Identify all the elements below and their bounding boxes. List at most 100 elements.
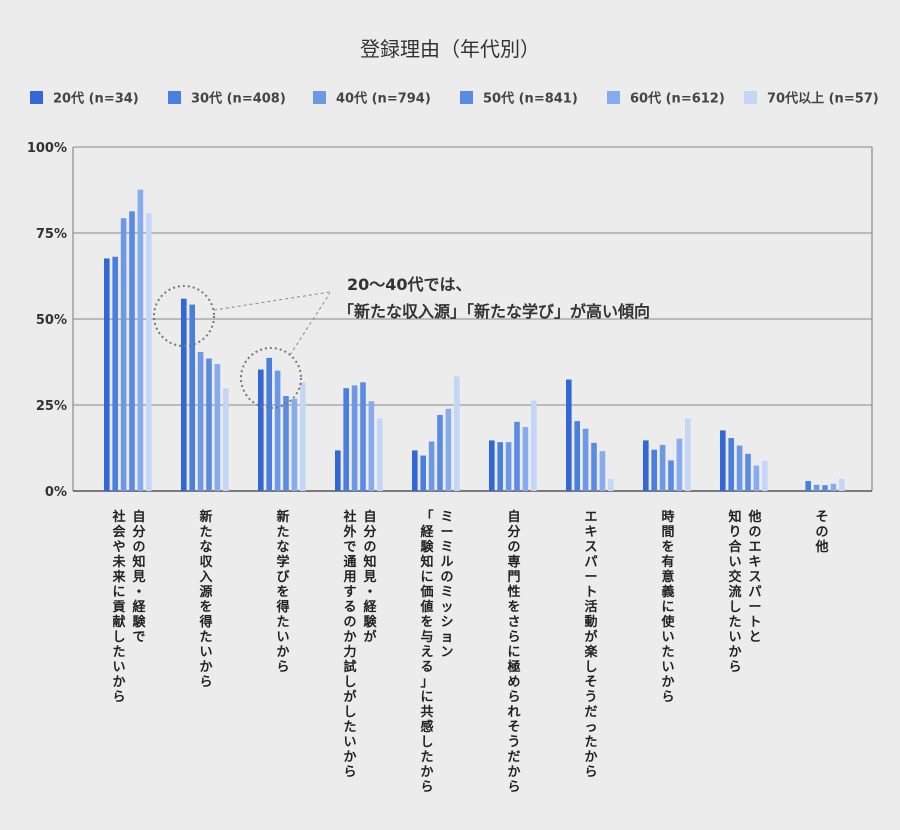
bar (146, 213, 152, 491)
x-tick-label: 他のエキスパートと (747, 509, 761, 645)
bar (189, 304, 195, 491)
bar (335, 450, 341, 491)
y-tick-label: 75% (36, 227, 67, 242)
bar (368, 401, 375, 491)
bar (608, 478, 614, 491)
bar (343, 388, 349, 491)
legend-swatch (460, 91, 473, 104)
bar (258, 369, 264, 491)
chart-title: 登録理由（年代別） (360, 37, 540, 61)
bar (129, 211, 135, 491)
legend-swatch (313, 91, 326, 104)
bar (283, 396, 289, 491)
bar (839, 478, 845, 491)
legend-label: 20代 (n=34) (53, 91, 139, 107)
bar (599, 451, 606, 491)
bar (668, 460, 674, 491)
x-tick-label: 社会や未来に貢献したいから (111, 509, 126, 705)
bar (830, 483, 837, 491)
bar (813, 484, 820, 491)
legend-label: 50代 (n=841) (483, 91, 578, 107)
bar (745, 453, 751, 491)
bar (112, 256, 118, 491)
bar (720, 430, 726, 491)
y-tick-label: 25% (36, 399, 67, 414)
bar (454, 376, 460, 491)
y-tick-label: 0% (45, 485, 67, 500)
bar (428, 441, 435, 491)
bar (266, 357, 272, 491)
chart-legend: 20代 (n=34) 30代 (n=408) 40代 (n=794) 50代 (n=8… (30, 91, 879, 107)
bar (651, 449, 657, 491)
bar (412, 450, 418, 491)
bar (377, 418, 383, 491)
legend-swatch (607, 91, 620, 104)
bar (582, 428, 589, 491)
bar (181, 298, 187, 491)
x-tick-label: 自分の知見・経験が (362, 509, 377, 645)
bar (223, 388, 229, 491)
legend-swatch (744, 91, 757, 104)
bar (514, 421, 520, 491)
legend-label: 40代 (n=794) (336, 91, 431, 107)
bar (197, 352, 204, 491)
annotation-text: 20〜40代では、 (347, 275, 472, 294)
bar (505, 442, 512, 491)
legend-label: 60代 (n=612) (630, 91, 725, 107)
bar (822, 485, 828, 491)
x-tick-label: エキスパート活動が楽しそうだったから (583, 510, 598, 780)
y-tick-label: 50% (36, 313, 67, 328)
x-tick-label: 新たな収入源を得たいから (198, 509, 213, 690)
annotation: 20〜40代では、「新たな収入源」「新たな学び」が高い傾向 (153, 275, 650, 409)
x-tick-label: 新たな学びを得たいから (275, 509, 290, 675)
bar (531, 400, 537, 491)
bar (137, 189, 144, 491)
bar (120, 218, 127, 491)
bar (728, 438, 734, 491)
bar (489, 440, 495, 491)
bar (805, 481, 811, 491)
x-tick-label: 社外で通用するのか力試しがしたいから (342, 509, 356, 780)
bar (753, 465, 760, 491)
bar (300, 382, 306, 491)
bar (685, 418, 691, 491)
legend-label: 70代以上 (n=57) (767, 91, 879, 107)
highlight-circle (240, 347, 302, 409)
x-tick-label: 「経験知に価値を与える」に共感したから (419, 509, 434, 795)
annotation-leader-line (289, 292, 331, 356)
x-tick-label: その他 (814, 510, 828, 555)
bar (104, 258, 110, 491)
bar (497, 442, 503, 491)
x-tick-label: 時間を有意義に使いたいから (660, 509, 675, 705)
legend-swatch (168, 91, 181, 104)
x-tick-label: 自分の専門性をさらに極められそうだから (506, 509, 520, 795)
bar (676, 438, 683, 491)
annotation-leader-line (213, 291, 331, 311)
x-tick-label: 自分の知見・経験で (131, 509, 146, 645)
bar (214, 364, 221, 491)
bar (574, 421, 580, 491)
bar (206, 358, 212, 491)
y-tick-label: 100% (27, 141, 67, 156)
bar (762, 460, 768, 491)
bar (659, 444, 666, 491)
legend-label: 30代 (n=408) (191, 91, 286, 107)
bar (566, 379, 572, 491)
bar (643, 440, 649, 491)
highlight-circle (153, 285, 215, 347)
bar (351, 385, 358, 491)
bar (291, 398, 298, 491)
bar (437, 414, 443, 491)
x-tick-label: ミーミルのミッション (440, 510, 453, 660)
bar (591, 442, 597, 491)
bar (360, 382, 366, 491)
bar (445, 408, 452, 491)
annotation-text: 「新たな収入源」「新たな学び」が高い傾向 (338, 302, 650, 321)
bar (736, 445, 743, 491)
bar (522, 427, 529, 491)
bar (420, 455, 426, 491)
bar (274, 370, 281, 491)
